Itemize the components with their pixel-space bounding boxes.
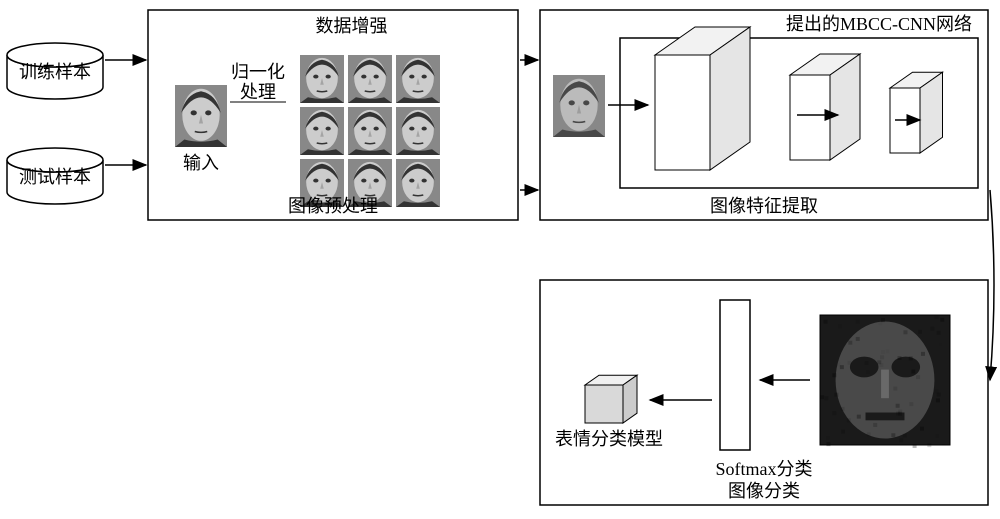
fc-layer-rect [720, 300, 750, 450]
train-sample-cylinder-label: 训练样本 [19, 62, 91, 82]
expr-model-label: 表情分类模型 [555, 429, 663, 449]
model-cube-front [585, 385, 623, 423]
aug-face-0-1 [348, 55, 392, 103]
diagram-canvas: 训练样本测试样本 输入 归一化处理 数据增强图像预处理 提出的MBCC-CNN网络图像特… [0, 0, 1000, 519]
aug-face-1-0 [300, 107, 344, 155]
feature-map-image [820, 315, 950, 448]
cnn-block-1-front [790, 75, 830, 160]
normalize-label: 归一化 [231, 62, 285, 82]
aug-face-0-0 [300, 55, 344, 103]
cnn-block-0-front [655, 55, 710, 170]
feature-extract-title: 图像特征提取 [710, 196, 818, 216]
preprocess-title: 图像预处理 [288, 196, 378, 216]
proposed-net-label: 提出的MBCC-CNN网络 [786, 14, 972, 34]
aug-face-2-2 [396, 159, 440, 207]
aug-face-0-2 [396, 55, 440, 103]
aug-face-1-1 [348, 107, 392, 155]
image-classify-title: 图像分类 [728, 481, 800, 501]
input-face-thumb [175, 85, 227, 147]
cnn-input-face [553, 75, 605, 137]
input-label: 输入 [183, 153, 219, 173]
aug-face-1-2 [396, 107, 440, 155]
process-label: 处理 [240, 82, 276, 102]
test-sample-cylinder-label: 测试样本 [19, 167, 91, 187]
data-aug-label: 数据增强 [316, 16, 388, 36]
softmax-label: Softmax分类 [716, 459, 813, 479]
connector-right [990, 190, 994, 380]
